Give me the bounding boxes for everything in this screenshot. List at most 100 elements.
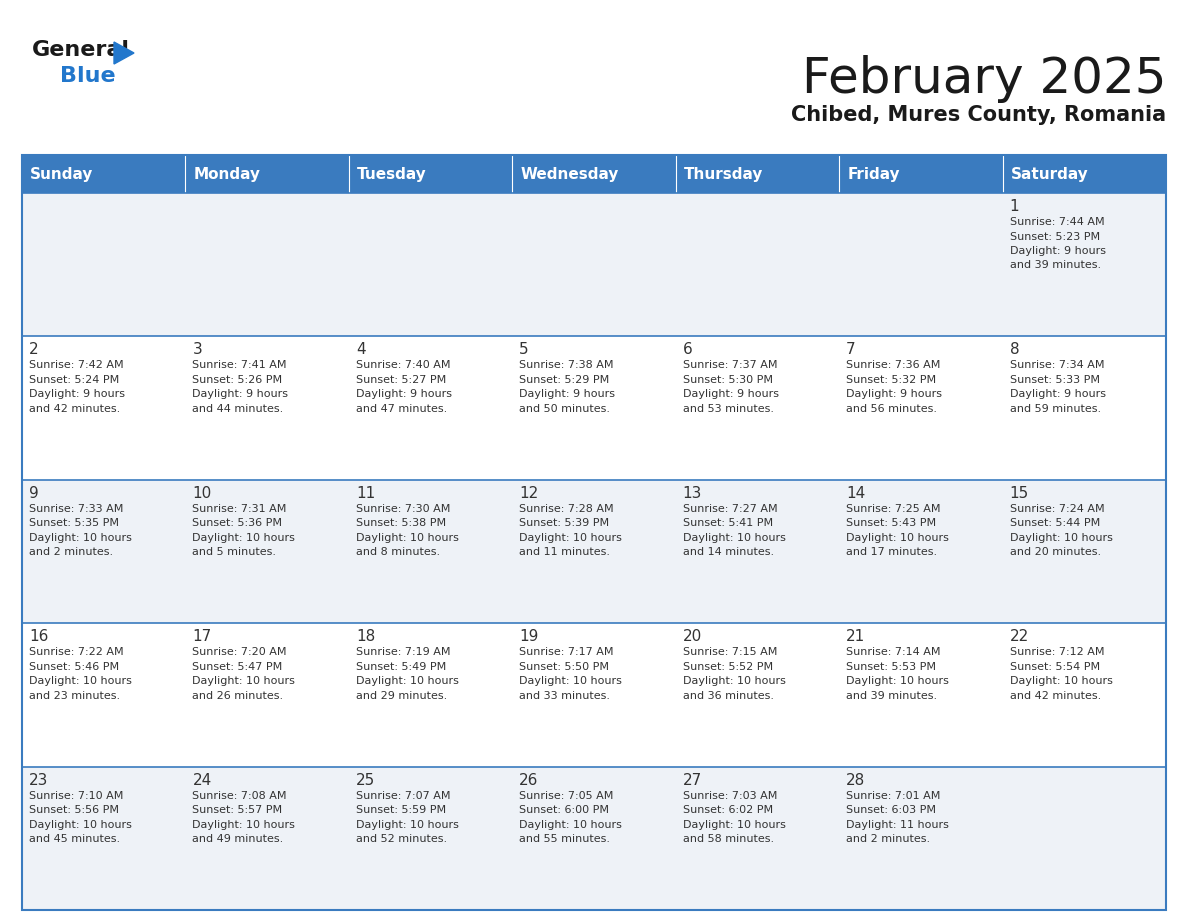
Text: and 5 minutes.: and 5 minutes. — [192, 547, 277, 557]
Text: 12: 12 — [519, 486, 538, 501]
Text: 26: 26 — [519, 773, 538, 788]
Text: and 8 minutes.: and 8 minutes. — [356, 547, 440, 557]
Bar — [23, 767, 185, 910]
Text: Daylight: 10 hours: Daylight: 10 hours — [356, 677, 459, 686]
Text: Monday: Monday — [194, 166, 260, 182]
Text: 25: 25 — [356, 773, 375, 788]
Text: 3: 3 — [192, 342, 202, 357]
Text: and 49 minutes.: and 49 minutes. — [192, 834, 284, 844]
Text: and 55 minutes.: and 55 minutes. — [519, 834, 611, 844]
Text: 15: 15 — [1010, 486, 1029, 501]
Text: Sunset: 5:54 PM: Sunset: 5:54 PM — [1010, 662, 1100, 672]
Text: and 52 minutes.: and 52 minutes. — [356, 834, 447, 844]
Text: Daylight: 10 hours: Daylight: 10 hours — [519, 820, 623, 830]
Text: and 20 minutes.: and 20 minutes. — [1010, 547, 1101, 557]
Bar — [1003, 155, 1165, 193]
Text: 21: 21 — [846, 629, 865, 644]
Text: Sunrise: 7:38 AM: Sunrise: 7:38 AM — [519, 361, 614, 370]
Text: Sunset: 5:50 PM: Sunset: 5:50 PM — [519, 662, 609, 672]
Bar — [23, 155, 185, 193]
Text: 1: 1 — [1010, 199, 1019, 214]
Text: 6: 6 — [683, 342, 693, 357]
Text: Daylight: 9 hours: Daylight: 9 hours — [192, 389, 289, 399]
Text: Daylight: 10 hours: Daylight: 10 hours — [192, 532, 296, 543]
Bar — [839, 336, 1003, 480]
Text: Sunrise: 7:12 AM: Sunrise: 7:12 AM — [1010, 647, 1104, 657]
Bar — [349, 480, 512, 623]
Text: and 23 minutes.: and 23 minutes. — [29, 690, 120, 700]
Text: and 2 minutes.: and 2 minutes. — [29, 547, 113, 557]
Bar — [839, 623, 1003, 767]
Text: and 53 minutes.: and 53 minutes. — [683, 404, 773, 414]
Text: Sunset: 5:23 PM: Sunset: 5:23 PM — [1010, 231, 1100, 241]
Text: Daylight: 10 hours: Daylight: 10 hours — [683, 677, 785, 686]
Text: Daylight: 10 hours: Daylight: 10 hours — [356, 820, 459, 830]
Text: and 50 minutes.: and 50 minutes. — [519, 404, 611, 414]
Text: Sunrise: 7:27 AM: Sunrise: 7:27 AM — [683, 504, 777, 514]
Text: and 47 minutes.: and 47 minutes. — [356, 404, 447, 414]
Bar — [676, 480, 839, 623]
Text: Daylight: 10 hours: Daylight: 10 hours — [29, 820, 132, 830]
Text: Sunset: 5:27 PM: Sunset: 5:27 PM — [356, 375, 447, 385]
Bar — [23, 336, 185, 480]
Text: Sunrise: 7:25 AM: Sunrise: 7:25 AM — [846, 504, 941, 514]
Text: and 39 minutes.: and 39 minutes. — [1010, 261, 1101, 271]
Text: and 44 minutes.: and 44 minutes. — [192, 404, 284, 414]
Text: Sunset: 5:35 PM: Sunset: 5:35 PM — [29, 519, 119, 528]
Text: Daylight: 9 hours: Daylight: 9 hours — [519, 389, 615, 399]
Bar — [349, 155, 512, 193]
Text: and 42 minutes.: and 42 minutes. — [29, 404, 120, 414]
Text: Sunrise: 7:24 AM: Sunrise: 7:24 AM — [1010, 504, 1104, 514]
Text: and 36 minutes.: and 36 minutes. — [683, 690, 773, 700]
Text: Sunrise: 7:41 AM: Sunrise: 7:41 AM — [192, 361, 287, 370]
Text: Sunrise: 7:30 AM: Sunrise: 7:30 AM — [356, 504, 450, 514]
Text: 27: 27 — [683, 773, 702, 788]
Text: and 56 minutes.: and 56 minutes. — [846, 404, 937, 414]
Text: Sunset: 5:43 PM: Sunset: 5:43 PM — [846, 519, 936, 528]
Bar — [512, 767, 676, 910]
Bar — [1003, 623, 1165, 767]
Text: Sunset: 5:29 PM: Sunset: 5:29 PM — [519, 375, 609, 385]
Text: 17: 17 — [192, 629, 211, 644]
Text: Sunrise: 7:15 AM: Sunrise: 7:15 AM — [683, 647, 777, 657]
Text: 5: 5 — [519, 342, 529, 357]
Text: Sunrise: 7:33 AM: Sunrise: 7:33 AM — [29, 504, 124, 514]
Text: Daylight: 10 hours: Daylight: 10 hours — [519, 677, 623, 686]
Bar — [676, 767, 839, 910]
Bar — [185, 336, 349, 480]
Text: 16: 16 — [29, 629, 49, 644]
Text: Sunset: 5:38 PM: Sunset: 5:38 PM — [356, 519, 446, 528]
Text: Sunset: 5:46 PM: Sunset: 5:46 PM — [29, 662, 119, 672]
Text: Daylight: 10 hours: Daylight: 10 hours — [1010, 532, 1112, 543]
Text: Sunset: 5:59 PM: Sunset: 5:59 PM — [356, 805, 446, 815]
Text: Chibed, Mures County, Romania: Chibed, Mures County, Romania — [791, 105, 1165, 125]
Text: Sunset: 6:00 PM: Sunset: 6:00 PM — [519, 805, 609, 815]
Text: Saturday: Saturday — [1011, 166, 1088, 182]
Bar — [23, 155, 1165, 910]
Text: 24: 24 — [192, 773, 211, 788]
Text: 23: 23 — [29, 773, 49, 788]
Text: Sunset: 5:26 PM: Sunset: 5:26 PM — [192, 375, 283, 385]
Text: Sunrise: 7:34 AM: Sunrise: 7:34 AM — [1010, 361, 1104, 370]
Text: 14: 14 — [846, 486, 865, 501]
Text: Sunset: 5:32 PM: Sunset: 5:32 PM — [846, 375, 936, 385]
Bar — [185, 480, 349, 623]
Text: Daylight: 9 hours: Daylight: 9 hours — [1010, 389, 1106, 399]
Text: and 45 minutes.: and 45 minutes. — [29, 834, 120, 844]
Text: Sunset: 5:30 PM: Sunset: 5:30 PM — [683, 375, 772, 385]
Text: 28: 28 — [846, 773, 865, 788]
Bar — [839, 155, 1003, 193]
Text: and 2 minutes.: and 2 minutes. — [846, 834, 930, 844]
Bar — [512, 623, 676, 767]
Text: Daylight: 9 hours: Daylight: 9 hours — [1010, 246, 1106, 256]
Text: Sunset: 5:36 PM: Sunset: 5:36 PM — [192, 519, 283, 528]
Bar — [676, 193, 839, 336]
Text: Sunset: 5:44 PM: Sunset: 5:44 PM — [1010, 519, 1100, 528]
Text: Sunrise: 7:10 AM: Sunrise: 7:10 AM — [29, 790, 124, 800]
Text: Sunrise: 7:28 AM: Sunrise: 7:28 AM — [519, 504, 614, 514]
Text: Blue: Blue — [61, 66, 115, 86]
Text: and 11 minutes.: and 11 minutes. — [519, 547, 611, 557]
Text: and 17 minutes.: and 17 minutes. — [846, 547, 937, 557]
Bar — [349, 623, 512, 767]
Text: Sunrise: 7:19 AM: Sunrise: 7:19 AM — [356, 647, 450, 657]
